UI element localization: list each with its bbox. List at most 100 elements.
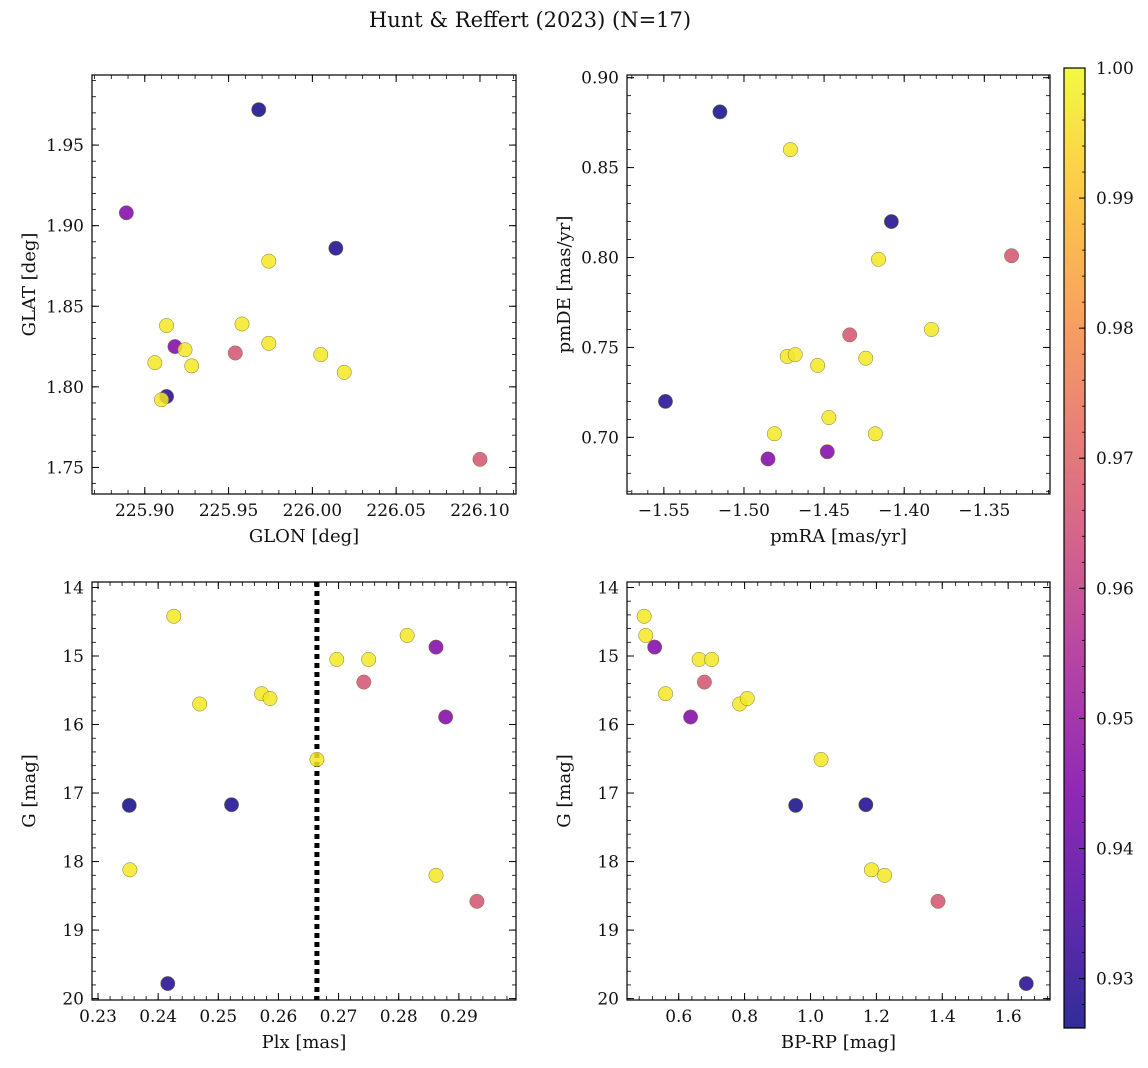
panel-bprp-g: 0.6 0.8 1.0 1.2 1.4 1.6 14 15 16 17 18 19 20 BP-RP [m… xyxy=(554,578,1051,1053)
x-tick-label: 226.00 xyxy=(283,501,342,521)
data-point xyxy=(658,686,673,702)
colorbar-tick-label: 0.99 xyxy=(1096,189,1134,209)
y-tick-label: 1.90 xyxy=(46,217,84,237)
plot-frame xyxy=(91,581,517,1001)
data-point xyxy=(871,251,887,267)
data-point xyxy=(858,350,874,366)
data-point xyxy=(328,240,344,256)
x-axis-label: GLON [deg] xyxy=(249,526,359,547)
y-tick-label: 1.85 xyxy=(46,297,84,317)
panel-plx-g: 0.23 0.24 0.25 0.26 0.27 0.28 0.29 14 15 16 17 18 19… xyxy=(19,578,517,1053)
x-tick-label: 1.4 xyxy=(929,1007,956,1027)
data-point xyxy=(766,426,782,442)
data-point xyxy=(867,426,883,442)
data-point xyxy=(399,627,415,643)
y-tick-label: 16 xyxy=(597,716,619,736)
data-point xyxy=(782,142,798,158)
data-point xyxy=(691,651,707,667)
panel-pmra-pmde: −1.55 −1.50 −1.45 −1.40 −1.35 0.70 0.75 0.80 0.8… xyxy=(554,69,1051,547)
x-tick-label: 0.27 xyxy=(320,1007,358,1027)
y-tick-label: 0.85 xyxy=(581,159,619,179)
data-point xyxy=(147,355,163,371)
y-axis-label: pmDE [mas/yr] xyxy=(554,216,575,354)
data-point xyxy=(636,608,652,624)
y-tick-label: 0.90 xyxy=(581,69,619,89)
y-tick-label: 20 xyxy=(62,990,84,1010)
plot-frame xyxy=(91,74,517,495)
colorbar-bar xyxy=(1063,67,1086,1029)
data-point xyxy=(821,410,837,426)
data-point xyxy=(356,674,372,690)
x-axis-label: pmRA [mas/yr] xyxy=(770,526,907,547)
data-point xyxy=(472,451,488,467)
data-point xyxy=(819,444,835,460)
x-tick-label: 1.6 xyxy=(995,1007,1022,1027)
x-tick-label: 0.28 xyxy=(380,1007,418,1027)
data-point xyxy=(160,976,176,992)
y-tick-label: 19 xyxy=(597,921,619,941)
y-axis-label: G [mag] xyxy=(19,754,40,827)
panel-glon-glat: 225.90 225.95 226.00 226.05 226.10 1.75 1.80 1.… xyxy=(19,74,517,547)
data-point xyxy=(739,691,755,706)
data-point xyxy=(923,322,939,337)
data-point xyxy=(1004,248,1019,264)
data-point xyxy=(118,205,134,221)
y-tick-label: 19 xyxy=(62,921,84,941)
x-tick-label: 1.2 xyxy=(863,1007,890,1027)
x-tick-label: 0.6 xyxy=(665,1007,692,1027)
data-point xyxy=(930,893,946,909)
y-axis-label: G [mag] xyxy=(554,754,575,827)
data-point xyxy=(863,862,879,878)
data-point xyxy=(760,451,776,467)
plot-frame xyxy=(626,74,1051,495)
y-tick-label: 16 xyxy=(62,716,84,736)
data-point xyxy=(810,357,826,373)
colorbar-tick-label: 0.96 xyxy=(1096,579,1134,599)
x-tick-label: 225.90 xyxy=(115,501,174,521)
y-tick-label: 15 xyxy=(62,647,84,667)
data-point xyxy=(877,867,893,883)
data-point xyxy=(261,253,277,269)
data-point xyxy=(313,347,329,363)
y-tick-label: 17 xyxy=(597,784,619,804)
y-tick-label: 17 xyxy=(62,784,84,804)
y-tick-label: 0.70 xyxy=(581,428,619,448)
data-point xyxy=(336,364,352,380)
data-point xyxy=(227,345,243,361)
x-axis-label: Plx [mas] xyxy=(262,1032,347,1053)
colorbar: 0.93 0.94 0.95 0.96 0.97 0.98 0.99 1.00 xyxy=(1063,59,1134,1029)
data-point xyxy=(121,797,137,813)
x-tick-label: 226.05 xyxy=(366,501,425,521)
data-point xyxy=(858,797,874,813)
colorbar-tick-label: 0.93 xyxy=(1096,970,1134,990)
colorbar-tick-label: 0.97 xyxy=(1096,449,1134,469)
x-tick-label: −1.40 xyxy=(878,501,930,521)
data-point xyxy=(234,316,250,332)
data-point xyxy=(683,709,699,725)
data-point xyxy=(361,651,377,667)
data-point xyxy=(192,696,208,712)
data-point xyxy=(428,639,444,655)
data-point xyxy=(813,752,829,767)
y-tick-label: 14 xyxy=(597,578,619,598)
x-tick-label: −1.45 xyxy=(798,501,850,521)
y-tick-label: 0.75 xyxy=(581,338,619,358)
x-tick-label: 0.29 xyxy=(440,1007,478,1027)
data-point xyxy=(787,347,803,363)
x-tick-label: 0.26 xyxy=(260,1007,298,1027)
x-tick-label: 0.8 xyxy=(731,1007,758,1027)
colorbar-tick-label: 0.95 xyxy=(1096,709,1134,729)
data-point xyxy=(704,651,720,667)
y-tick-label: 0.80 xyxy=(581,249,619,269)
data-point xyxy=(261,335,277,351)
data-point xyxy=(159,318,175,334)
x-tick-label: −1.35 xyxy=(958,501,1010,521)
data-point xyxy=(842,327,858,343)
y-tick-label: 1.75 xyxy=(46,458,84,478)
data-point xyxy=(1018,976,1034,992)
data-point xyxy=(647,639,663,655)
x-tick-label: 0.25 xyxy=(199,1007,237,1027)
y-tick-label: 18 xyxy=(597,853,619,873)
data-point xyxy=(329,651,345,667)
